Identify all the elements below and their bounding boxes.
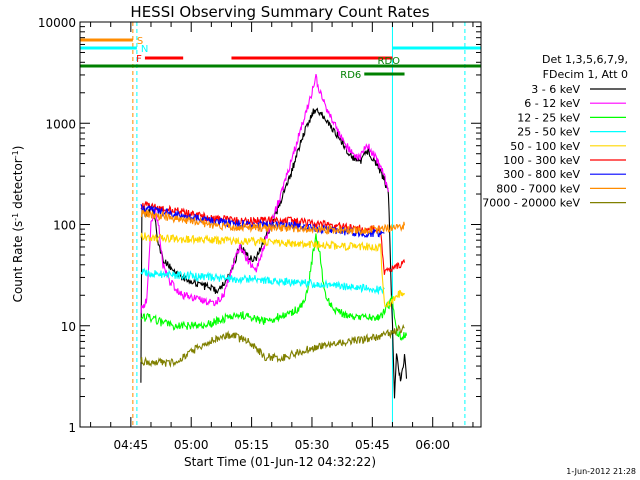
x-tick-label-4: 05:45 — [355, 438, 390, 452]
legend-label-2: 12 - 25 keV — [517, 111, 580, 124]
y-axis-label-main: Count Rate (s — [11, 221, 25, 303]
legend-label-3: 25 - 50 keV — [517, 126, 580, 139]
legend: Det 1,3,5,6,7,9, FDecim 1, Att 0 3 - 6 k… — [482, 53, 628, 210]
series-line-6 — [140, 204, 385, 238]
legend-label-4: 50 - 100 keV — [510, 140, 580, 153]
y-axis-label-mid: detector — [11, 158, 25, 213]
y-axis-label-sup1: -1 — [11, 213, 20, 221]
series-line-7 — [140, 209, 406, 236]
flag-bars: SNF RDO RD6 — [80, 36, 481, 81]
series-line-3 — [140, 267, 385, 296]
series-line-8 — [140, 323, 405, 368]
flag-label-5: RDO — [378, 56, 401, 67]
legend-label-6: 300 - 800 keV — [503, 168, 580, 181]
y-tick-label-0: 1 — [68, 421, 76, 435]
flag-label-0: S — [137, 36, 143, 47]
y-tick-label-4: 10000 — [38, 16, 76, 30]
chart-title: HESSI Observing Summary Count Rates — [130, 3, 429, 21]
flag-label-1: N — [141, 44, 148, 55]
x-tick-label-5: 06:00 — [415, 438, 450, 452]
y-tick-label-3: 1000 — [45, 117, 76, 131]
legend-label-1: 6 - 12 keV — [524, 97, 580, 110]
x-tick-label-0: 04:45 — [114, 438, 149, 452]
legend-label-7: 800 - 7000 keV — [496, 182, 580, 195]
series-line-2 — [140, 233, 408, 342]
x-tick-label-2: 05:15 — [234, 438, 269, 452]
y-tick-label-2: 100 — [53, 219, 76, 233]
y-axis-label: Count Rate (s-1 detector-1) — [11, 146, 25, 303]
legend-header-2: FDecim 1, Att 0 — [543, 68, 628, 81]
legend-label-5: 100 - 300 keV — [503, 154, 580, 167]
y-axis-label-end: ) — [11, 146, 25, 151]
series-line-1 — [140, 73, 389, 314]
y-axis-label-sup2: -1 — [11, 150, 20, 158]
x-axis-label: Start Time (01-Jun-12 04:32:22) — [184, 455, 376, 469]
series-layer — [140, 73, 408, 399]
legend-header-1: Det 1,3,5,6,7,9, — [542, 53, 628, 66]
y-tick-label-1: 10 — [61, 320, 76, 334]
flag-label-3: F — [136, 54, 142, 65]
flag-label-6: RD6 — [340, 70, 361, 81]
legend-label-0: 3 - 6 keV — [531, 83, 580, 96]
x-tick-label-1: 05:00 — [174, 438, 209, 452]
legend-label-8: 7000 - 20000 keV — [482, 197, 580, 210]
footer-date: 1-Jun-2012 21:28 — [566, 467, 636, 476]
x-tick-label-3: 05:30 — [295, 438, 330, 452]
series-line-4 — [140, 232, 405, 308]
axes: 1 10 100 1000 10000 04:45 05:00 05:15 05:30 05:45… — [38, 16, 481, 452]
